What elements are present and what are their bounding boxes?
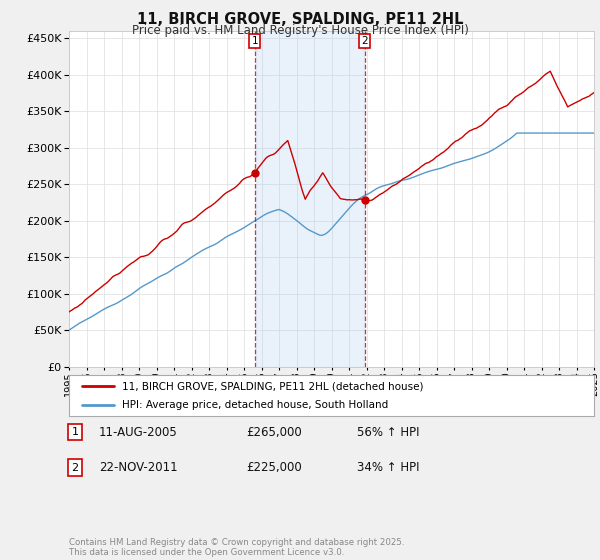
Text: HPI: Average price, detached house, South Holland: HPI: Average price, detached house, Sout… bbox=[121, 400, 388, 410]
Text: £225,000: £225,000 bbox=[246, 461, 302, 474]
Text: 11, BIRCH GROVE, SPALDING, PE11 2HL: 11, BIRCH GROVE, SPALDING, PE11 2HL bbox=[137, 12, 463, 27]
Text: 56% ↑ HPI: 56% ↑ HPI bbox=[357, 426, 419, 439]
Text: £265,000: £265,000 bbox=[246, 426, 302, 439]
Text: 2: 2 bbox=[71, 463, 79, 473]
Text: 22-NOV-2011: 22-NOV-2011 bbox=[99, 461, 178, 474]
Text: Contains HM Land Registry data © Crown copyright and database right 2025.
This d: Contains HM Land Registry data © Crown c… bbox=[69, 538, 404, 557]
Text: 11-AUG-2005: 11-AUG-2005 bbox=[99, 426, 178, 439]
Text: 11, BIRCH GROVE, SPALDING, PE11 2HL (detached house): 11, BIRCH GROVE, SPALDING, PE11 2HL (det… bbox=[121, 381, 423, 391]
Text: 34% ↑ HPI: 34% ↑ HPI bbox=[357, 461, 419, 474]
Text: 1: 1 bbox=[71, 427, 79, 437]
Text: Price paid vs. HM Land Registry's House Price Index (HPI): Price paid vs. HM Land Registry's House … bbox=[131, 24, 469, 36]
Text: 2: 2 bbox=[361, 36, 368, 46]
Text: 1: 1 bbox=[251, 36, 258, 46]
